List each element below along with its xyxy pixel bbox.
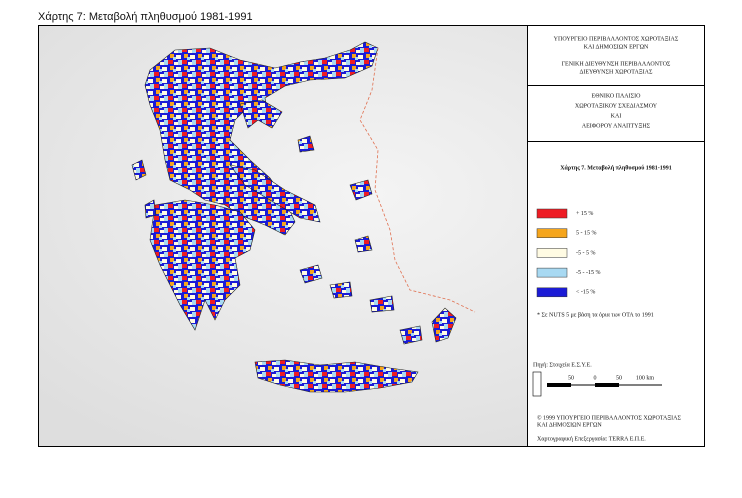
north-arrow bbox=[532, 371, 542, 397]
mainland bbox=[144, 41, 379, 236]
border-line bbox=[359, 47, 476, 313]
ministry-text: ΚΑΙ ΔΗΜΟΣΙΩΝ ΕΡΓΩΝ bbox=[584, 44, 649, 50]
legend-label: -5 - -15 % bbox=[576, 270, 601, 276]
directorate-text: ΔΙΕΥΘΥΝΣΗ ΧΩΡΟΤΑΞΙΑΣ bbox=[579, 69, 653, 75]
source: Πηγή: Στοιχεία Ε.Σ.Υ.Ε. bbox=[533, 362, 592, 368]
evia bbox=[229, 164, 321, 223]
island bbox=[297, 135, 315, 153]
scale-label: 100 km bbox=[636, 375, 655, 381]
island bbox=[144, 199, 157, 219]
framework-text: ΚΑΙ bbox=[611, 113, 622, 119]
crete bbox=[254, 359, 419, 393]
island bbox=[354, 235, 373, 253]
island bbox=[131, 159, 147, 181]
caption: Χάρτης 7: Μεταβολή πληθυσμού 1981-1991 bbox=[38, 11, 253, 23]
framework-text: ΧΩΡΟΤΑΞΙΚΟΥ ΣΧΕΔΙΑΣΜΟΥ bbox=[575, 103, 658, 109]
scale-segment bbox=[595, 383, 619, 387]
legend-label: < -15 % bbox=[576, 290, 595, 296]
legend-swatch bbox=[536, 248, 568, 258]
copyright-text: ΚΑΙ ΔΗΜΟΣΙΩΝ ΕΡΓΩΝ bbox=[537, 422, 602, 428]
directorate-text: ΓΕΝΙΚΗ ΔΙΕΥΘΥΝΣΗ ΠΕΡΙΒΑΛΛΟΝΤΟΣ bbox=[562, 61, 671, 67]
cartography: Χαρτογραφική Επεξεργασία: TERRA Ε.Π.Ε. bbox=[537, 436, 646, 442]
legend-label: -5 - 5 % bbox=[576, 250, 596, 256]
framework-text: ΕΘΝΙΚΟ ΠΛΑΙΣΙΟ bbox=[592, 93, 642, 99]
chalkidiki bbox=[239, 99, 283, 129]
panel-texts: ΥΠΟΥΡΓΕΙΟ ΠΕΡΙΒΑΛΛΟΝΤΟΣ ΧΩΡΟΤΑΞΙΑΣ ΚΑΙ ΔΗ… bbox=[533, 36, 682, 442]
island bbox=[369, 295, 395, 313]
map-title: Χάρτης 7. Μεταβολή πληθυσμού 1981-1991 bbox=[560, 163, 672, 171]
island bbox=[299, 264, 323, 284]
legend-swatch bbox=[536, 287, 568, 298]
scale-segment bbox=[547, 383, 571, 387]
ministry-text: ΥΠΟΥΡΓΕΙΟ ΠΕΡΙΒΑΛΛΟΝΤΟΣ ΧΩΡΟΤΑΞΙΑΣ bbox=[554, 36, 679, 42]
scale-label: 50 bbox=[568, 375, 574, 381]
framework-text: ΑΕΙΦΟΡΟΥ ΑΝΑΠΤΥΞΗΣ bbox=[582, 123, 651, 129]
legend-swatch bbox=[536, 267, 568, 278]
note: * Σε NUTS 5 με βάση τα όρια των ΟΤΑ το 1… bbox=[537, 312, 654, 318]
scale-label: 50 bbox=[616, 375, 622, 381]
legend-label: + 15 % bbox=[576, 211, 593, 217]
land bbox=[131, 41, 457, 393]
peloponnese bbox=[149, 199, 256, 331]
legend-swatch bbox=[536, 208, 568, 219]
scale-bar bbox=[532, 371, 662, 397]
legend-label: 5 - 15 % bbox=[576, 231, 597, 237]
copyright-text: © 1999 ΥΠΟΥΡΓΕΙΟ ΠΕΡΙΒΑΛΛΟΝΤΟΣ ΧΩΡΟΤΑΞΙΑ… bbox=[537, 414, 682, 421]
scale-label: 0 bbox=[594, 375, 597, 381]
lesvos bbox=[349, 179, 373, 201]
rhodes bbox=[431, 307, 457, 343]
island bbox=[399, 325, 423, 345]
legend-swatch bbox=[536, 228, 568, 238]
island bbox=[329, 281, 353, 299]
